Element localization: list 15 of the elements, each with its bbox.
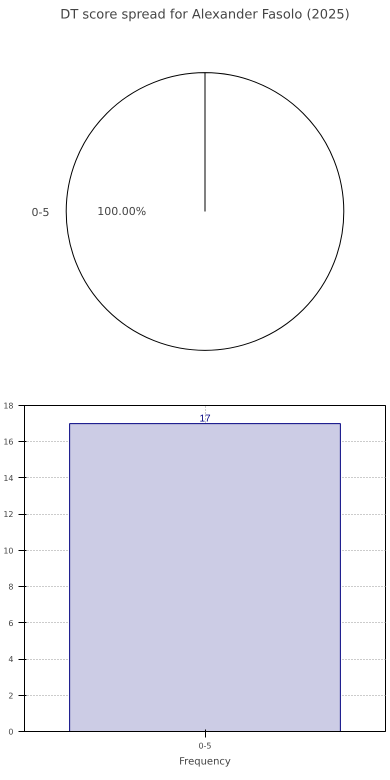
y-tick-label: 4 [8, 655, 14, 664]
y-tick-label: 14 [3, 474, 14, 483]
y-tick-label: 2 [8, 691, 14, 700]
chart-title: DT score spread for Alexander Fasolo (2025) [60, 8, 350, 22]
slice-label: 0-5 [32, 206, 50, 219]
y-tick-label: 6 [8, 618, 14, 628]
y-tick-label: 16 [3, 438, 14, 447]
data-label: 100.00% [97, 205, 146, 218]
y-tick-label: 8 [8, 582, 14, 592]
y-tick-label: 0 [8, 728, 14, 736]
y-tick-label: 10 [3, 546, 14, 556]
y-tick-label: 18 [3, 402, 14, 410]
data-label: 17 [199, 414, 211, 425]
y-tick-label: 12 [3, 510, 14, 520]
x-axis-title: Frequency [179, 756, 231, 768]
